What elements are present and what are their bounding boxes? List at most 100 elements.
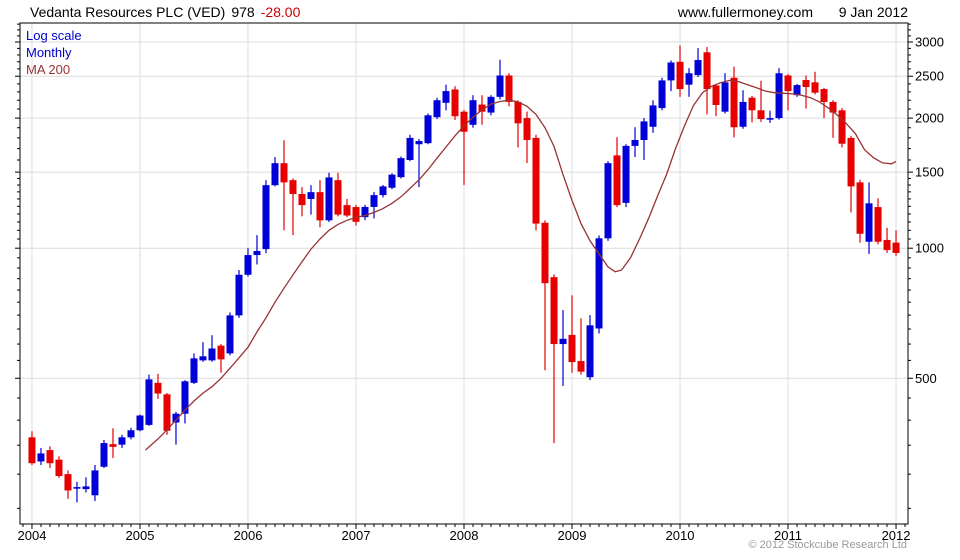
- candle-body-2004-07: [82, 486, 90, 490]
- candle-body-2009-09: [640, 121, 648, 140]
- candle-body-2005-07: [190, 358, 198, 383]
- candle-body-2007-01: [352, 207, 360, 222]
- candle-body-2009-12: [667, 62, 675, 81]
- candle-body-2004-02: [37, 453, 45, 462]
- candle-body-2006-05: [280, 163, 288, 183]
- candle-body-2007-06: [397, 158, 405, 178]
- candle-body-2004-11: [118, 437, 126, 445]
- candle-body-2006-06: [289, 180, 297, 194]
- x-axis-label: 2011: [774, 528, 802, 543]
- candle-body-2004-05: [64, 474, 72, 491]
- candle-body-2010-04: [703, 52, 711, 90]
- candle-body-2012-01: [892, 242, 900, 253]
- candle-body-2006-07: [298, 193, 306, 206]
- candle-body-2008-02: [469, 100, 477, 125]
- candle-body-2011-05: [820, 89, 828, 102]
- candle-body-2009-05: [604, 163, 612, 239]
- candle-body-2008-11: [550, 277, 558, 345]
- y-axis-label: 2000: [915, 111, 944, 126]
- x-axis-label: 2008: [450, 528, 479, 543]
- candle-body-2010-02: [685, 73, 693, 85]
- chart-header: Vedanta Resources PLC (VED) 978 -28.00: [30, 4, 300, 20]
- candle-body-2010-06: [721, 82, 729, 112]
- y-axis-label: 1500: [915, 165, 944, 180]
- candle-body-2009-04: [595, 238, 603, 329]
- candle-body-2008-10: [541, 222, 549, 284]
- legend-scale: Log scale: [26, 28, 82, 43]
- candle-body-2009-01: [568, 334, 576, 363]
- candle-body-2010-07: [730, 77, 738, 128]
- candle-body-2006-12: [343, 205, 351, 216]
- candle-body-2005-09: [208, 348, 216, 361]
- website-link[interactable]: www.fullermoney.com: [677, 4, 813, 20]
- x-axis-label: 2005: [126, 528, 155, 543]
- y-axis-label: 1000: [915, 241, 944, 256]
- candle-body-2011-09: [856, 182, 864, 234]
- candle-body-2006-10: [325, 177, 333, 221]
- candle-body-2007-07: [406, 137, 414, 160]
- candle-body-2008-09: [532, 137, 540, 224]
- last-price: 978: [231, 4, 255, 20]
- candle-body-2006-11: [334, 180, 342, 215]
- candle-body-2005-01: [136, 415, 144, 431]
- candle-body-2010-09: [748, 97, 756, 111]
- legend-interval: Monthly: [26, 45, 72, 60]
- candle-body-2009-11: [658, 80, 666, 109]
- candle-body-2004-01: [28, 437, 36, 464]
- candle-body-2010-11: [766, 118, 774, 120]
- candle-body-2006-04: [271, 163, 279, 186]
- candle-body-2010-10: [757, 110, 765, 120]
- x-axis-label: 2007: [342, 528, 371, 543]
- candle-body-2009-06: [613, 155, 621, 206]
- candle-body-2005-10: [217, 345, 225, 360]
- instrument-name: Vedanta Resources PLC (VED): [30, 4, 226, 20]
- candle-body-2007-12: [451, 89, 459, 117]
- candle-body-2008-05: [496, 75, 504, 97]
- candle-body-2007-09: [424, 115, 432, 144]
- y-axis-label: 2500: [915, 69, 944, 84]
- candle-body-2007-08: [415, 141, 423, 145]
- candle-body-2004-04: [55, 459, 63, 477]
- candle-body-2011-10: [865, 203, 873, 242]
- candle-body-2008-03: [478, 104, 486, 112]
- legend-ma: MA 200: [26, 62, 71, 77]
- x-axis-label: 2009: [558, 528, 587, 543]
- x-axis-label: 2006: [234, 528, 263, 543]
- candle-body-2004-09: [100, 443, 108, 467]
- chart-legend: Log scale Monthly MA 200: [26, 27, 82, 78]
- candle-body-2011-01: [784, 75, 792, 92]
- price-change: -28.00: [260, 4, 301, 20]
- candle-body-2005-03: [154, 382, 162, 394]
- candle-body-2011-11: [874, 207, 882, 242]
- candle-body-2009-03: [586, 325, 594, 378]
- candle-body-2006-08: [307, 192, 315, 199]
- candle-body-2010-08: [739, 101, 747, 127]
- candle-body-2011-02: [793, 85, 801, 96]
- candle-body-2007-11: [442, 91, 450, 103]
- candle-body-2009-10: [649, 105, 657, 127]
- candle-body-2006-03: [262, 185, 270, 250]
- candle-body-2007-03: [370, 195, 378, 207]
- x-axis-label: 2012: [882, 528, 911, 543]
- candle-body-2010-12: [775, 73, 783, 119]
- candle-body-2008-06: [505, 75, 513, 102]
- candle-body-2008-01: [460, 111, 468, 132]
- candle-body-2004-12: [127, 430, 135, 438]
- y-axis-label: 500: [915, 371, 937, 386]
- candle-body-2011-08: [847, 137, 855, 187]
- candle-body-2011-12: [883, 239, 891, 251]
- chart-date: 9 Jan 2012: [838, 4, 908, 20]
- copyright-notice: © 2012 Stockcube Research Ltd: [748, 539, 907, 551]
- candle-body-2009-02: [577, 361, 585, 372]
- candle-body-2011-06: [829, 101, 837, 113]
- candle-body-2005-11: [226, 315, 234, 354]
- candle-body-2007-02: [361, 206, 369, 218]
- candle-body-2007-04: [379, 186, 387, 196]
- candle-body-2005-02: [145, 379, 153, 425]
- candle-body-2010-01: [676, 61, 684, 90]
- y-axis-label: 3000: [915, 35, 944, 50]
- ma-200-line: [144, 79, 897, 451]
- candle-body-2011-07: [838, 110, 846, 144]
